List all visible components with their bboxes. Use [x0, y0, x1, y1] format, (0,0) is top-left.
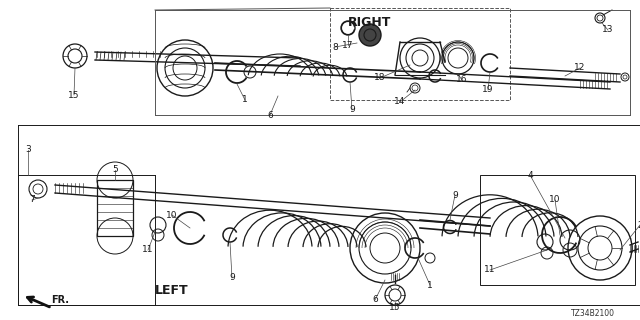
- Text: 6: 6: [372, 295, 378, 305]
- Text: 12: 12: [574, 63, 586, 73]
- Text: 3: 3: [25, 146, 31, 155]
- Text: 5: 5: [112, 165, 118, 174]
- Text: 9: 9: [229, 274, 235, 283]
- Text: 2: 2: [637, 220, 640, 229]
- Bar: [97, 180, 133, 236]
- Text: 1: 1: [242, 95, 248, 105]
- Text: LEFT: LEFT: [155, 284, 189, 297]
- Text: 14: 14: [394, 98, 406, 107]
- Text: 11: 11: [484, 266, 496, 275]
- Text: 15: 15: [389, 303, 401, 313]
- Text: 11: 11: [142, 245, 154, 254]
- Text: 15: 15: [68, 91, 80, 100]
- Text: 19: 19: [483, 85, 493, 94]
- Text: RIGHT: RIGHT: [348, 15, 392, 28]
- Circle shape: [364, 29, 376, 41]
- Text: TZ34B2100: TZ34B2100: [571, 308, 615, 317]
- Text: FR.: FR.: [51, 295, 69, 305]
- Circle shape: [359, 24, 381, 46]
- Text: 16: 16: [456, 76, 468, 84]
- Text: 9: 9: [349, 106, 355, 115]
- Text: 9: 9: [452, 190, 458, 199]
- Text: 18: 18: [374, 74, 386, 83]
- Text: 1: 1: [427, 281, 433, 290]
- Text: 7: 7: [29, 196, 35, 204]
- Text: 17: 17: [342, 41, 354, 50]
- Text: 10: 10: [549, 196, 561, 204]
- Bar: [480, 175, 635, 285]
- Text: 10: 10: [166, 211, 178, 220]
- Text: 13: 13: [602, 26, 614, 35]
- Text: 4: 4: [527, 171, 533, 180]
- Text: 8: 8: [332, 43, 338, 52]
- Text: 6: 6: [267, 110, 273, 119]
